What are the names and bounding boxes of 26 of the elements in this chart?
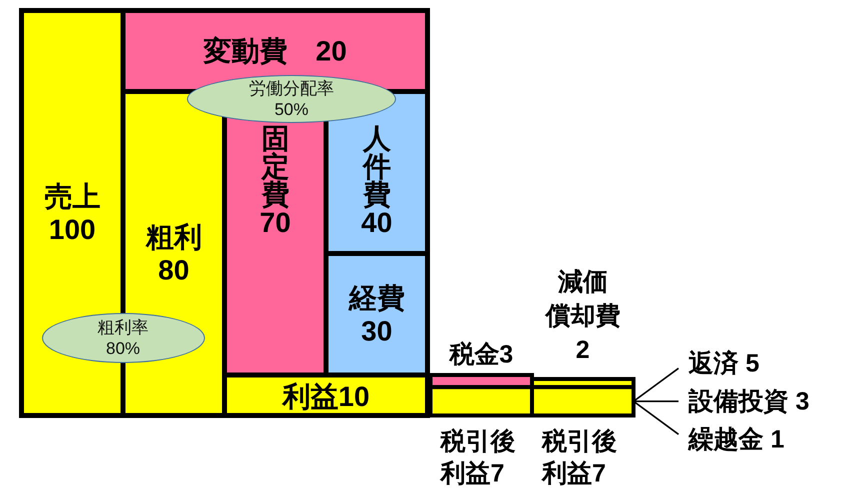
category-label: 繰越金 (688, 425, 764, 454)
data-label: 3 (499, 340, 514, 368)
data-label: 7 (592, 460, 606, 488)
text: 粗利率 80% (98, 317, 148, 360)
category-label: 粗利 (144, 222, 202, 252)
data-label: 80 (158, 254, 190, 286)
text: 労働分配率 50% (248, 78, 334, 120)
data-label: 20 (316, 36, 347, 66)
category-label: 売上 (44, 181, 100, 212)
category-label: 設備投資 (688, 387, 788, 416)
category-label: 経費 (348, 282, 405, 314)
category-label: 税金 (448, 340, 500, 368)
data-label: 100 (48, 214, 96, 245)
data-label: 5 (745, 349, 760, 378)
data-label: 7 (490, 460, 504, 488)
data-label: 10 (338, 380, 370, 412)
data-label: 2 (576, 336, 590, 364)
data-label: 3 (795, 387, 810, 416)
data-label: 1 (770, 425, 784, 454)
category-label: 返済 (688, 349, 738, 378)
category-label: 人件費 (362, 123, 392, 210)
category-label: 変動費 (202, 36, 288, 66)
category-label: 固定費 (260, 123, 290, 210)
category-label: 減価償却費 (544, 268, 620, 330)
data-label: 30 (361, 315, 392, 346)
category-label: 利益 (281, 380, 338, 412)
